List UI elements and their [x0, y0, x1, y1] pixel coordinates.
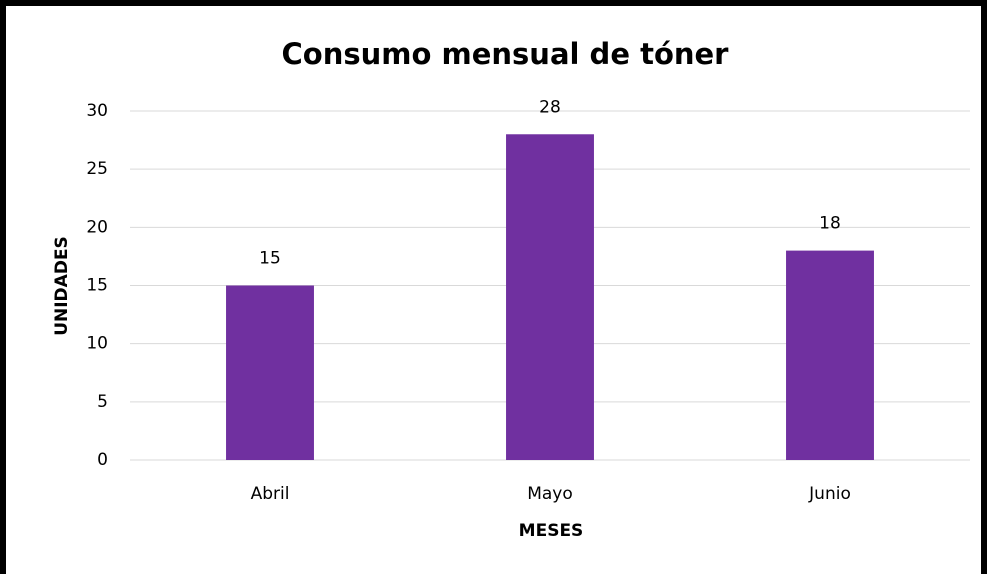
y-tick-label: 30 — [86, 101, 108, 121]
x-tick-label: Junio — [808, 484, 851, 504]
y-axis-label: UNIDADES — [52, 236, 72, 336]
bar — [506, 134, 594, 460]
data-label: 28 — [539, 97, 561, 117]
x-tick-label: Mayo — [527, 484, 573, 504]
y-tick-label: 0 — [97, 450, 108, 470]
y-tick-label: 10 — [86, 334, 108, 354]
y-tick-label: 25 — [86, 159, 108, 179]
y-tick-label: 20 — [86, 217, 108, 237]
x-axis-label: MESES — [519, 521, 584, 541]
data-label: 15 — [259, 249, 281, 269]
y-tick-label: 5 — [97, 392, 108, 412]
bar — [226, 285, 314, 460]
chart-title: Consumo mensual de tóner — [282, 37, 730, 71]
y-tick-label: 15 — [86, 276, 108, 296]
bar — [786, 250, 874, 460]
data-label: 18 — [819, 214, 841, 234]
x-tick-label: Abril — [251, 484, 290, 504]
